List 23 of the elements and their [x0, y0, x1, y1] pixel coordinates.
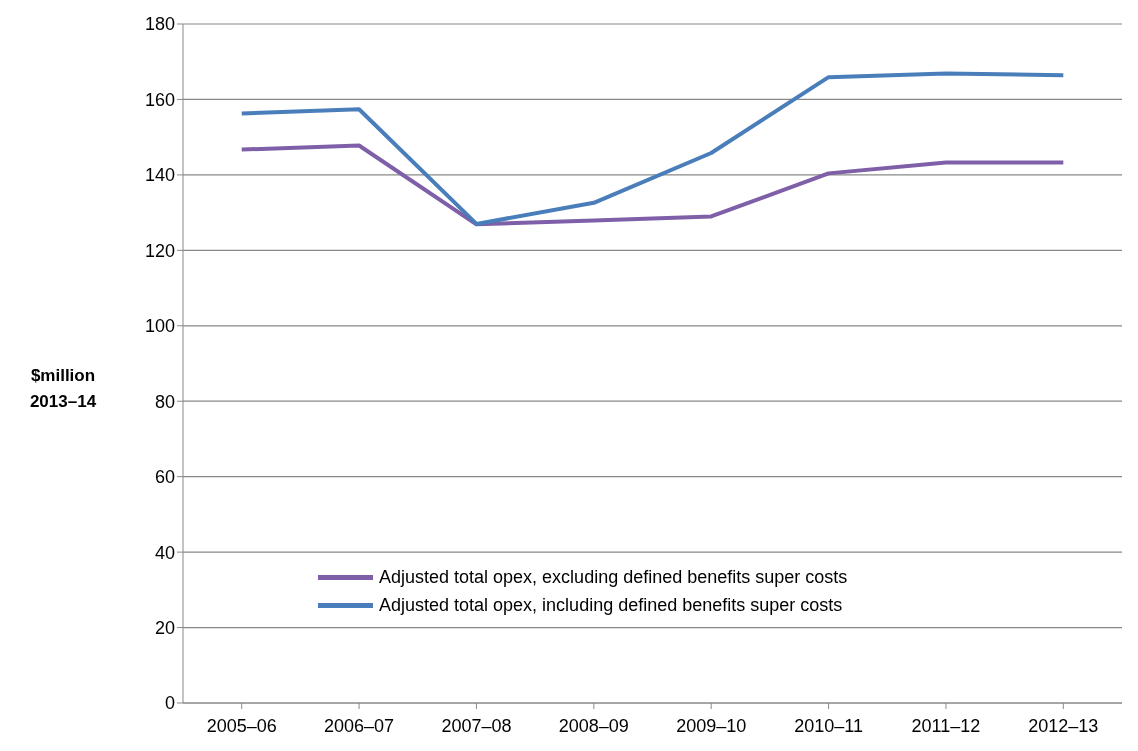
y-tick-label: 120: [144, 240, 175, 261]
legend-label: Adjusted total opex, including defined benefits super costs: [379, 594, 843, 617]
y-tick-label: 160: [144, 89, 175, 110]
y-tick-label: 0: [164, 693, 175, 714]
x-tick-label: 2008–09: [558, 715, 629, 736]
x-tick-label: 2011–12: [911, 715, 981, 736]
y-tick-label: 180: [144, 14, 175, 35]
y-tick-label: 100: [144, 316, 175, 337]
x-tick-label: 2012–13: [1028, 715, 1099, 736]
line-series: [239, 143, 1066, 227]
legend-label: Adjusted total opex, excluding defined benefits super costs: [379, 566, 848, 589]
x-tick-label: 2006–07: [324, 715, 395, 736]
y-tick-label: 80: [154, 391, 175, 412]
x-tick-label: 2010–11: [794, 715, 863, 736]
y-tick-label: 20: [154, 617, 175, 638]
x-tick-label: 2005–06: [206, 715, 277, 736]
y-axis-title: $million 2013–14: [28, 365, 98, 413]
x-tick-label: 2007–08: [441, 715, 512, 736]
y-tick-label: 60: [154, 467, 175, 488]
y-tick-label: 140: [144, 165, 175, 186]
y-tick-label: 40: [154, 542, 175, 563]
x-tick-label: 2009–10: [676, 715, 747, 736]
line-series: [239, 71, 1066, 226]
